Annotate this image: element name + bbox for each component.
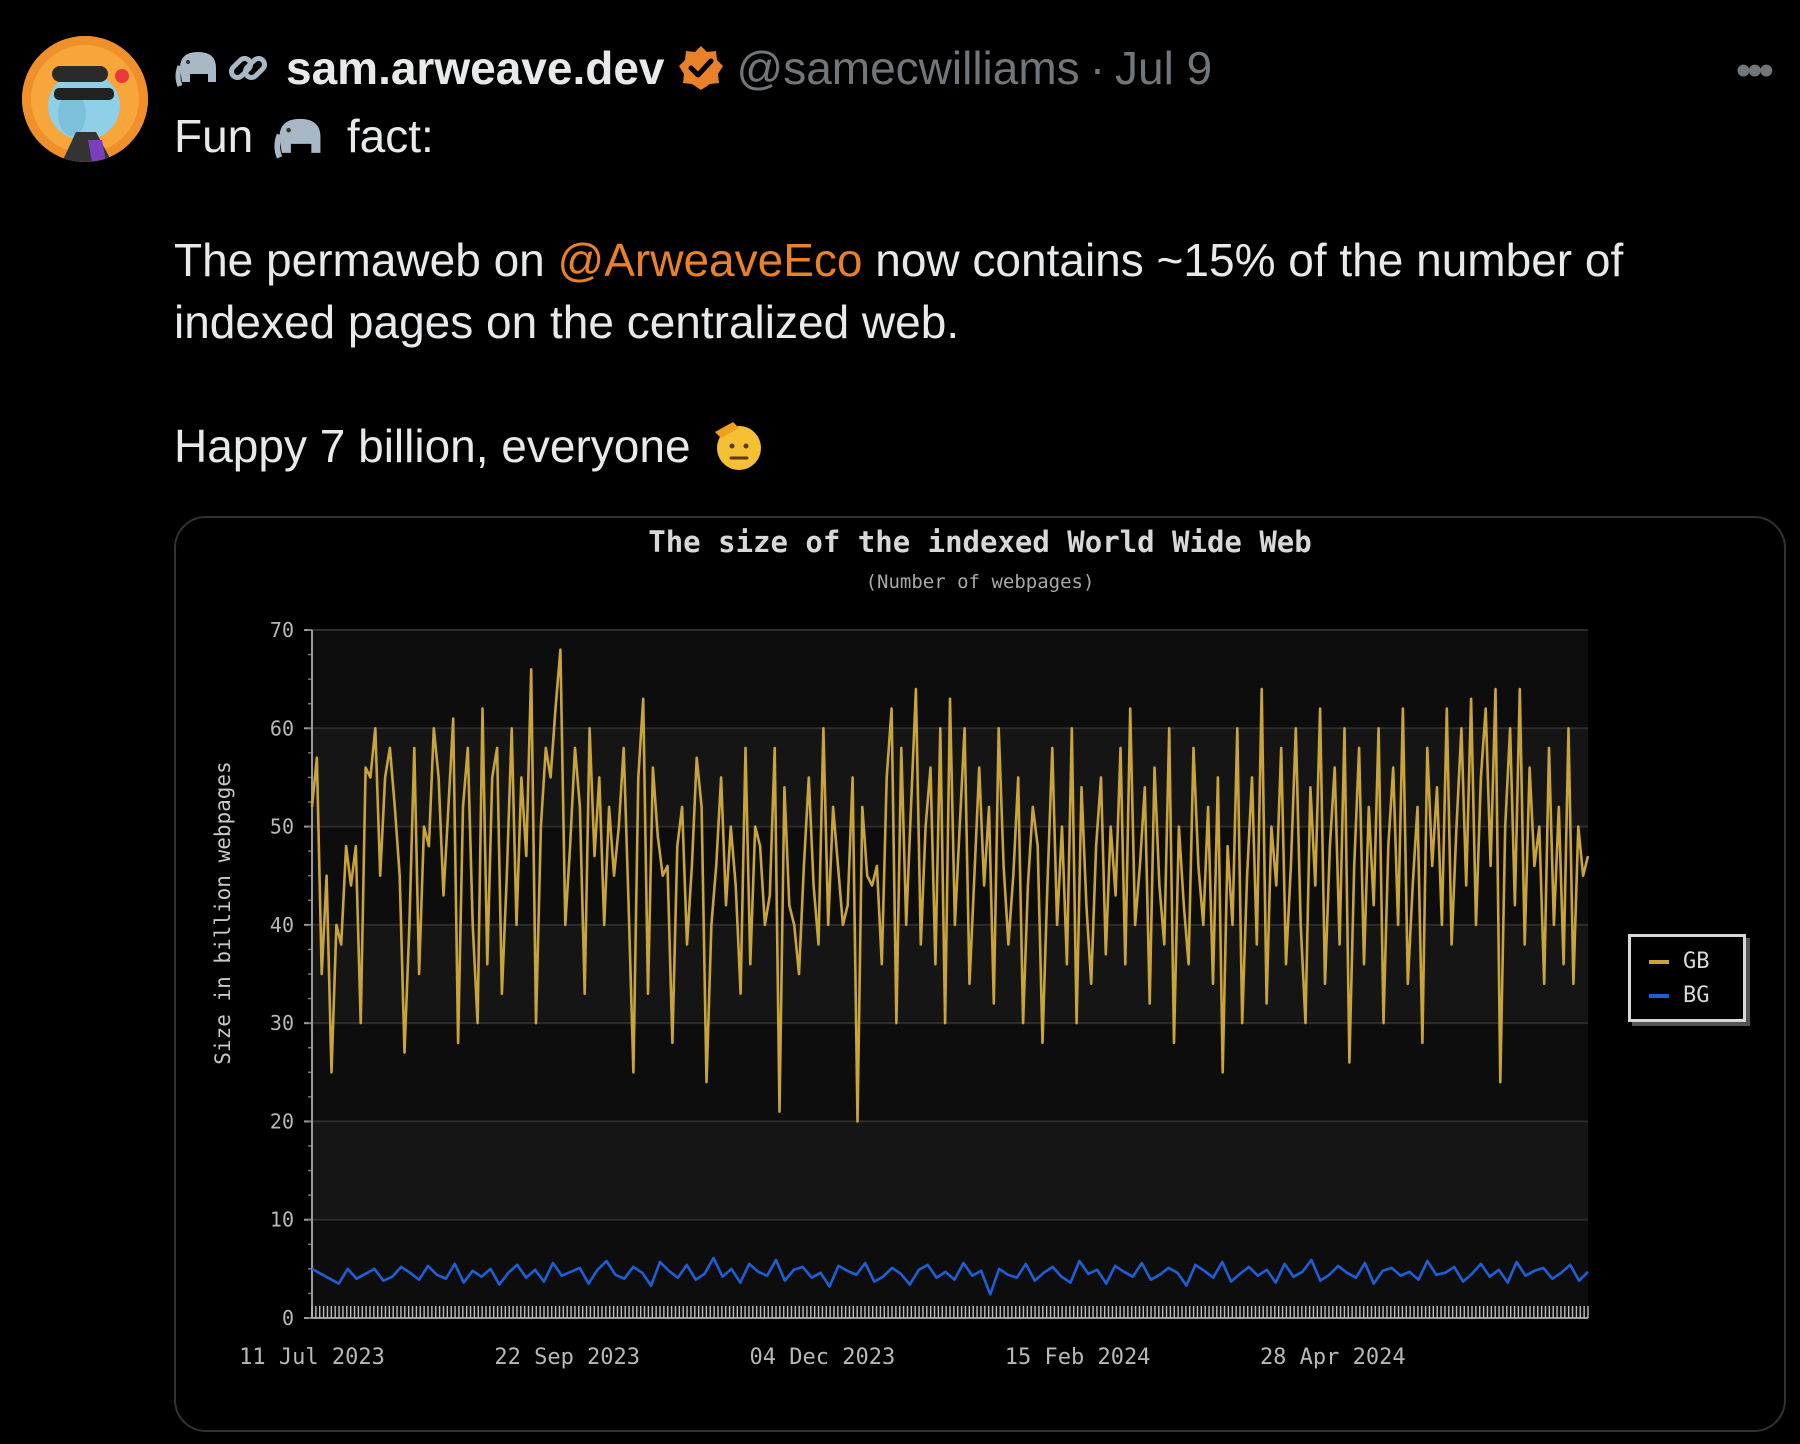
- y-tick-label: 20: [270, 1109, 294, 1133]
- y-tick-label: 0: [282, 1306, 294, 1330]
- post-date[interactable]: Jul 9: [1115, 42, 1213, 94]
- display-name[interactable]: sam.arweave.dev: [286, 42, 665, 94]
- plot-band: [312, 1023, 1588, 1122]
- tweet-text: Fun fact: The permaweb on @ArweaveEco no…: [174, 105, 1734, 477]
- x-tick-label: 15 Feb 2024: [1005, 1345, 1151, 1370]
- chart-svg: The size of the indexed World Wide Web (…: [211, 525, 1590, 1370]
- y-tick-label: 40: [270, 913, 294, 937]
- text-contains: now contains ~15% of the number of index…: [174, 234, 1624, 348]
- chart-title: The size of the indexed World Wide Web: [648, 525, 1311, 559]
- tweet-header: sam.arweave.dev @samecwilliams · Jul 9: [174, 38, 1212, 98]
- series-line-bg: [311, 1256, 1589, 1296]
- x-tick-label: 04 Dec 2023: [750, 1345, 896, 1370]
- legend-swatch-bg: [1649, 993, 1669, 998]
- mention-link[interactable]: @ArweaveEco: [557, 234, 863, 286]
- legend-swatch-gb: [1649, 959, 1669, 964]
- chart-image[interactable]: The size of the indexed World Wide Web (…: [174, 516, 1786, 1432]
- legend-label-bg: BG: [1683, 983, 1710, 1008]
- plot-band: [312, 1219, 1588, 1318]
- plot-band: [312, 924, 1588, 1024]
- y-tick-label: 60: [270, 716, 294, 740]
- x-tick-label: 28 Apr 2024: [1260, 1345, 1406, 1370]
- avatar[interactable]: [22, 36, 148, 162]
- y-tick-label: 10: [270, 1208, 294, 1232]
- text-fact: fact:: [346, 110, 434, 162]
- legend-item-gb: GB: [1649, 949, 1710, 974]
- y-tick-label: 30: [270, 1011, 294, 1035]
- legend-label-gb: GB: [1683, 949, 1710, 974]
- text-happy: Happy 7 billion, everyone: [174, 420, 691, 472]
- verified-badge-icon: [678, 46, 723, 90]
- elephant-icon: [175, 52, 216, 87]
- text-line-1: Fun fact:: [174, 105, 1734, 167]
- y-axis-label: Size in billion webpages: [211, 761, 235, 1064]
- text-fun: Fun: [174, 110, 254, 162]
- handle[interactable]: @samecwilliams: [736, 42, 1080, 94]
- chart-subtitle: (Number of webpages): [866, 571, 1095, 593]
- x-tick-label: 22 Sep 2023: [494, 1345, 640, 1370]
- y-tick-label: 50: [270, 815, 294, 839]
- chart-legend: GB BG: [1628, 934, 1746, 1022]
- plot-band: [312, 1121, 1588, 1220]
- text-line-3: Happy 7 billion, everyone: [174, 415, 1734, 477]
- elephant-icon: [274, 118, 321, 159]
- series-line-gb: [310, 648, 1590, 1123]
- saluting-face-icon: [715, 422, 762, 470]
- text-line-2: The permaweb on @ArweaveEco now contains…: [174, 229, 1734, 353]
- text-permaweb: The permaweb on: [174, 234, 545, 286]
- separator: ·: [1089, 42, 1106, 94]
- link-icon: [228, 55, 268, 81]
- legend-item-bg: BG: [1649, 983, 1710, 1008]
- y-tick-label: 70: [270, 618, 294, 642]
- x-tick-label: 11 Jul 2023: [239, 1345, 385, 1370]
- more-options-icon[interactable]: •••: [1735, 46, 1774, 95]
- author-emojis: [174, 44, 272, 92]
